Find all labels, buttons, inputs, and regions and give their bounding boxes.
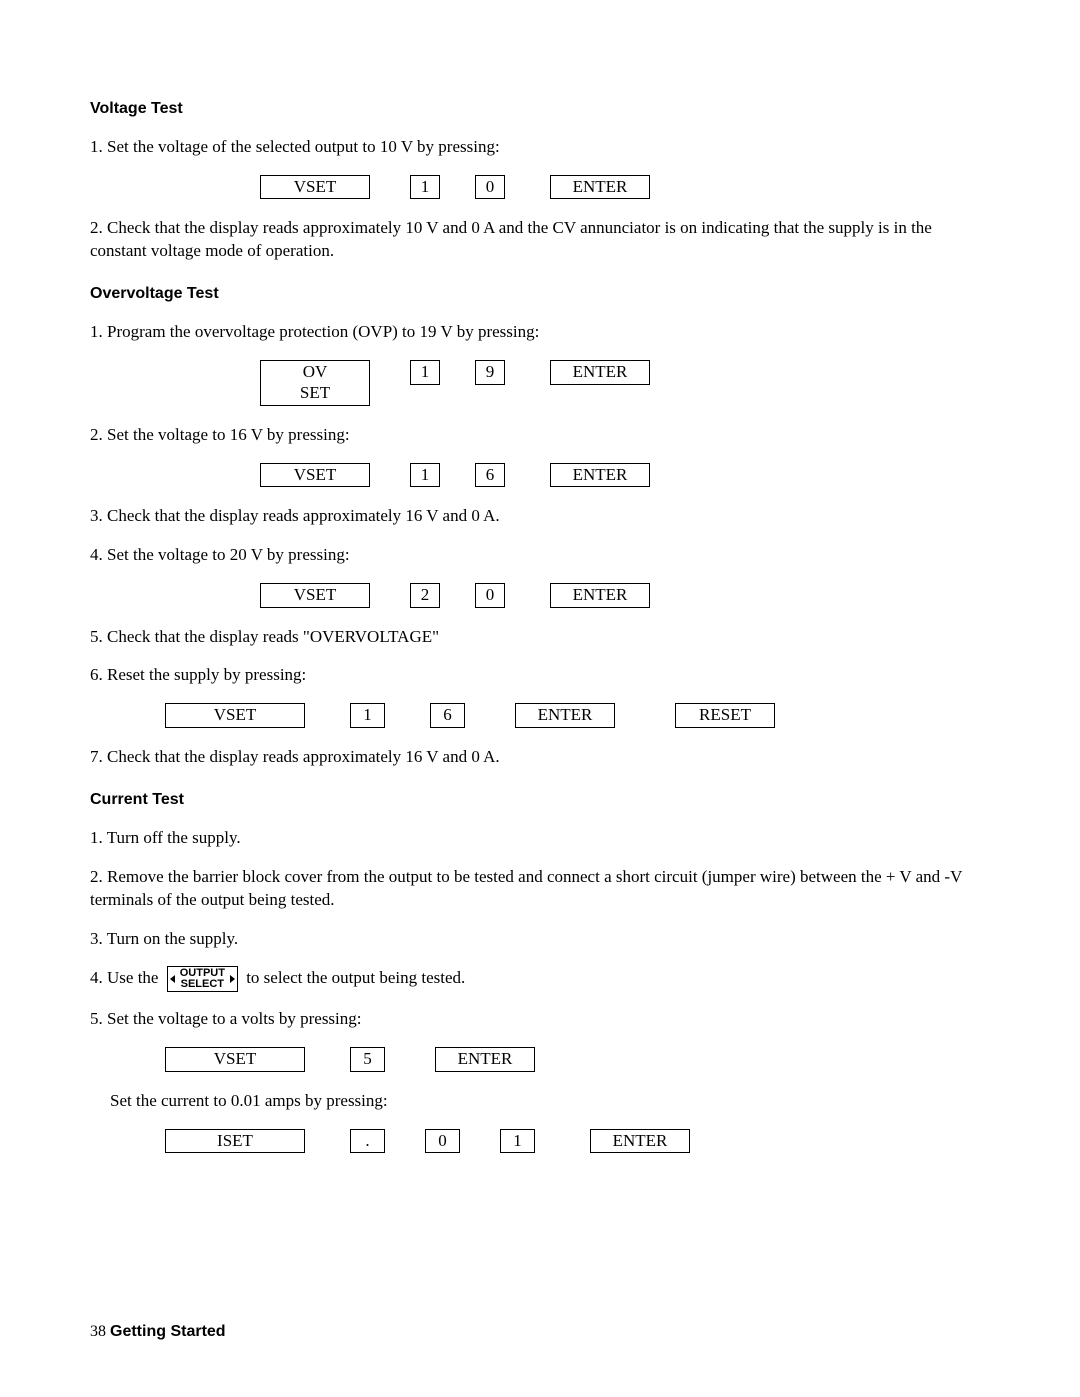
overvoltage-step4: 4. Set the voltage to 20 V by pressing: bbox=[90, 544, 990, 567]
key-2: 2 bbox=[410, 583, 440, 607]
key-enter: ENTER bbox=[550, 463, 650, 487]
key-1: 1 bbox=[410, 175, 440, 199]
key-0: 0 bbox=[475, 583, 505, 607]
overvoltage-step3: 3. Check that the display reads approxim… bbox=[90, 505, 990, 528]
triangle-left-icon bbox=[170, 975, 175, 983]
key-row-cur-5: VSET 5 ENTER bbox=[165, 1047, 990, 1071]
key-row-cur-5b: ISET . 0 1 ENTER bbox=[165, 1129, 990, 1153]
key-9: 9 bbox=[475, 360, 505, 384]
key-row-voltage-1: VSET 1 0 ENTER bbox=[260, 175, 990, 199]
key-ov-line2: SET bbox=[261, 383, 369, 403]
current-step5: 5. Set the voltage to a volts by pressin… bbox=[90, 1008, 990, 1031]
current-step4-post: to select the output being tested. bbox=[246, 968, 465, 987]
overvoltage-step7: 7. Check that the display reads approxim… bbox=[90, 746, 990, 769]
heading-voltage-test: Voltage Test bbox=[90, 100, 990, 118]
heading-overvoltage-test: Overvoltage Test bbox=[90, 285, 990, 303]
key-enter: ENTER bbox=[550, 583, 650, 607]
key-row-ov-6: VSET 1 6 ENTER RESET bbox=[165, 703, 990, 727]
output-select-bot: SELECT bbox=[180, 979, 225, 990]
key-1: 1 bbox=[500, 1129, 535, 1153]
key-1: 1 bbox=[350, 703, 385, 727]
key-6: 6 bbox=[475, 463, 505, 487]
current-step1: 1. Turn off the supply. bbox=[90, 827, 990, 850]
overvoltage-step2: 2. Set the voltage to 16 V by pressing: bbox=[90, 424, 990, 447]
page: Voltage Test 1. Set the voltage of the s… bbox=[0, 0, 1080, 1397]
key-5: 5 bbox=[350, 1047, 385, 1071]
key-reset: RESET bbox=[675, 703, 775, 727]
page-section-label: Getting Started bbox=[110, 1323, 226, 1340]
current-step3: 3. Turn on the supply. bbox=[90, 928, 990, 951]
page-footer: 38 Getting Started bbox=[90, 1323, 226, 1341]
key-enter: ENTER bbox=[515, 703, 615, 727]
key-0: 0 bbox=[475, 175, 505, 199]
voltage-step1: 1. Set the voltage of the selected outpu… bbox=[90, 136, 990, 159]
key-1: 1 bbox=[410, 463, 440, 487]
key-dot: . bbox=[350, 1129, 385, 1153]
key-0: 0 bbox=[425, 1129, 460, 1153]
page-number: 38 bbox=[90, 1323, 106, 1340]
overvoltage-step6: 6. Reset the supply by pressing: bbox=[90, 664, 990, 687]
key-vset: VSET bbox=[260, 463, 370, 487]
overvoltage-step1: 1. Program the overvoltage protection (O… bbox=[90, 321, 990, 344]
key-iset: ISET bbox=[165, 1129, 305, 1153]
overvoltage-step5: 5. Check that the display reads "OVERVOL… bbox=[90, 626, 990, 649]
key-row-ov-2: VSET 1 6 ENTER bbox=[260, 463, 990, 487]
voltage-step2: 2. Check that the display reads approxim… bbox=[90, 217, 990, 263]
key-enter: ENTER bbox=[590, 1129, 690, 1153]
key-ov-line1: OV bbox=[261, 362, 369, 382]
current-step2: 2. Remove the barrier block cover from t… bbox=[90, 866, 990, 912]
current-step4-pre: 4. Use the bbox=[90, 968, 163, 987]
key-enter: ENTER bbox=[435, 1047, 535, 1071]
key-6: 6 bbox=[430, 703, 465, 727]
key-vset: VSET bbox=[165, 703, 305, 727]
current-step4: 4. Use the OUTPUT SELECT to select the o… bbox=[90, 966, 990, 992]
key-row-ov-4: VSET 2 0 ENTER bbox=[260, 583, 990, 607]
current-step5b: Set the current to 0.01 amps by pressing… bbox=[110, 1090, 990, 1113]
key-output-select: OUTPUT SELECT bbox=[167, 966, 238, 992]
key-vset: VSET bbox=[260, 583, 370, 607]
key-vset: VSET bbox=[260, 175, 370, 199]
key-vset: VSET bbox=[165, 1047, 305, 1071]
triangle-right-icon bbox=[230, 975, 235, 983]
heading-current-test: Current Test bbox=[90, 791, 990, 809]
key-1: 1 bbox=[410, 360, 440, 384]
key-row-ov-1: OV SET 1 9 ENTER bbox=[260, 360, 990, 406]
key-ov-set: OV SET bbox=[260, 360, 370, 406]
key-enter: ENTER bbox=[550, 360, 650, 384]
key-enter: ENTER bbox=[550, 175, 650, 199]
